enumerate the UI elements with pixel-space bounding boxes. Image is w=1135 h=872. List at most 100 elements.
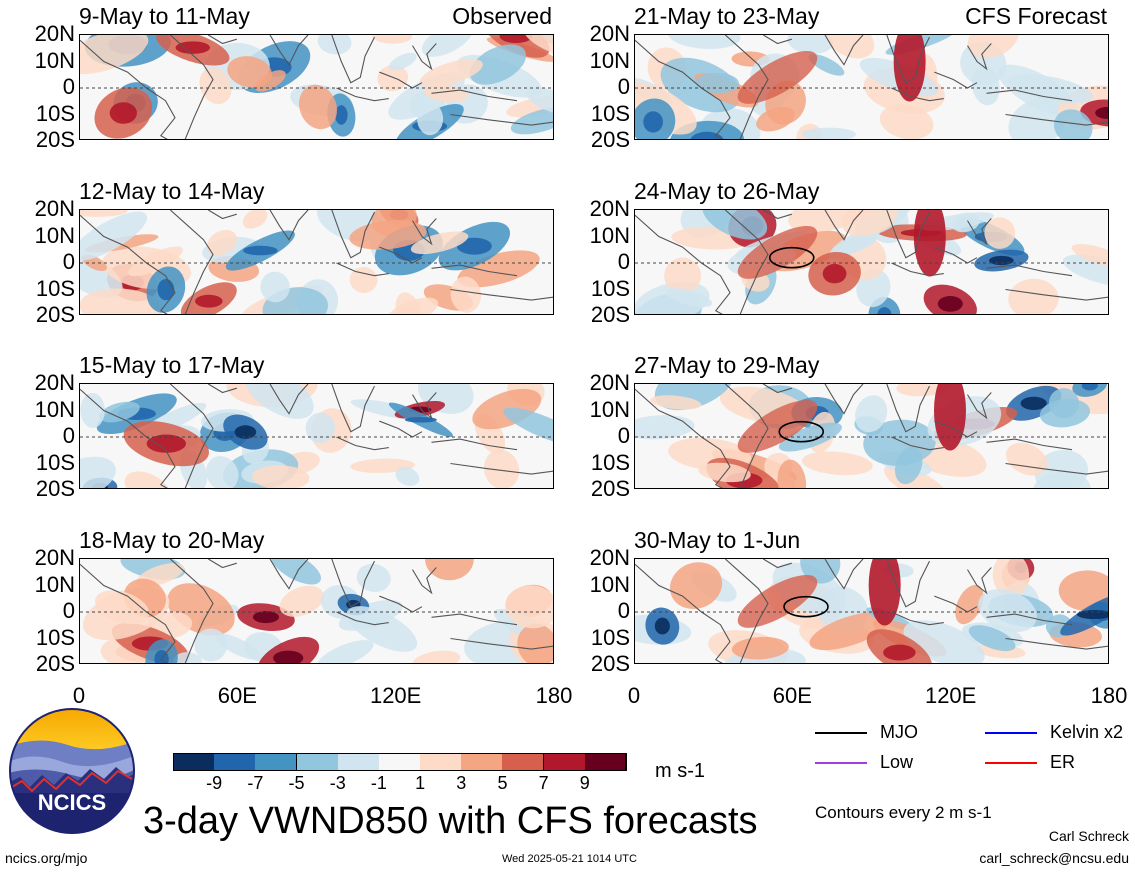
- anomaly-blob: [984, 217, 1016, 249]
- panel-title: 9-May to 11-May: [79, 3, 250, 29]
- legend-line: [985, 732, 1037, 734]
- map-field: [80, 559, 553, 663]
- lon-tick-label: 0: [627, 683, 641, 708]
- lon-tick-label: 180: [1090, 683, 1128, 708]
- colorbar-tick-label: -3: [329, 773, 346, 793]
- lon-tick-label: 120E: [924, 683, 977, 708]
- coastline: [967, 218, 992, 246]
- anomaly-blob: [349, 220, 427, 250]
- lat-tick-label: 0: [617, 423, 630, 448]
- coastline: [934, 420, 978, 438]
- coastline: [886, 210, 930, 259]
- coastline: [891, 262, 944, 277]
- anomaly-blob: [423, 84, 469, 103]
- coastline: [269, 35, 309, 66]
- anomaly-core: [1076, 610, 1108, 620]
- anomaly-blob: [809, 611, 890, 651]
- coastline: [450, 288, 553, 301]
- anomaly-core: [195, 294, 223, 308]
- coastline: [169, 35, 214, 139]
- coastline: [431, 613, 518, 626]
- lat-tick-label: 10N: [589, 222, 630, 248]
- map-field: [80, 35, 553, 139]
- anomaly-core: [937, 295, 963, 312]
- anomaly-blob: [483, 449, 520, 488]
- coastline: [934, 246, 978, 264]
- anomaly-blob: [698, 462, 751, 483]
- coastline: [431, 264, 518, 277]
- coastline: [208, 384, 237, 394]
- lat-tick-label: 20S: [590, 127, 630, 152]
- anomaly-blob: [305, 412, 335, 444]
- colorbar-tick-label: 5: [497, 773, 508, 793]
- anomaly-blob: [412, 650, 461, 663]
- anomaly-blob: [80, 210, 128, 217]
- legend-label: ER: [1050, 752, 1076, 772]
- anomaly-blob: [787, 35, 834, 54]
- coastline: [986, 264, 1073, 277]
- lat-tick-label: 10S: [35, 449, 75, 475]
- coastline: [80, 39, 176, 139]
- anomaly-core: [404, 417, 438, 423]
- contour-note: Contours every 2 m s-1: [815, 803, 992, 822]
- anomaly-core: [252, 611, 280, 624]
- lat-tick-label: 10S: [35, 624, 75, 650]
- coastline: [986, 613, 1073, 626]
- anomaly-blob: [173, 652, 203, 663]
- anomaly-blob: [194, 628, 228, 662]
- anomaly-blob: [955, 584, 984, 625]
- anomaly-blob: [801, 127, 856, 139]
- footer-url: ncics.org/mjo: [5, 850, 88, 866]
- coastline: [269, 384, 309, 415]
- anomaly-blob: [377, 64, 409, 92]
- anomaly-blob: [457, 250, 540, 288]
- coastline: [934, 595, 978, 613]
- lat-tick-label: 20S: [35, 651, 75, 676]
- anomaly-core: [109, 102, 137, 124]
- anomaly-blob: [1054, 109, 1093, 139]
- anomaly-blob: [80, 288, 163, 314]
- anomaly-blob: [635, 415, 695, 440]
- lat-tick-label: 10N: [34, 222, 75, 248]
- coastline: [886, 384, 930, 433]
- coastline: [379, 246, 423, 264]
- anomaly-blob: [245, 384, 314, 419]
- footer-email: carl_schreck@ncsu.edu: [979, 850, 1129, 866]
- lat-tick-label: 0: [62, 74, 75, 99]
- anomaly-blob: [1033, 472, 1091, 488]
- anomaly-blob: [855, 395, 888, 433]
- anomaly-blob: [863, 419, 936, 466]
- coastline: [724, 559, 769, 663]
- anomaly-blob: [664, 257, 702, 294]
- coastline: [412, 392, 437, 420]
- anomaly-blob: [346, 606, 418, 652]
- coastline: [331, 35, 375, 84]
- coastline: [208, 559, 237, 569]
- anomaly-blob: [526, 88, 553, 115]
- anomaly-blob: [80, 35, 149, 75]
- anomaly-blob: [95, 590, 150, 625]
- map-field: [635, 384, 1108, 488]
- anomaly-core: [654, 617, 670, 635]
- lat-tick-label: 10S: [35, 275, 75, 301]
- coastline: [724, 210, 769, 314]
- anomaly-blob: [517, 623, 553, 663]
- coastline: [635, 388, 731, 488]
- lat-tick-label: 20N: [589, 196, 630, 221]
- coastline: [763, 559, 792, 569]
- legend-line: [985, 762, 1037, 764]
- colorbar-tick-label: 3: [456, 773, 467, 793]
- anomaly-blob: [421, 35, 474, 57]
- anomaly-core: [243, 245, 278, 256]
- lat-tick-label: 20N: [589, 370, 630, 395]
- coastline: [763, 384, 792, 394]
- lat-tick-label: 20N: [589, 21, 630, 46]
- anomaly-blob: [80, 392, 105, 429]
- anomaly-core: [643, 111, 663, 133]
- anomaly-blob: [1062, 254, 1108, 287]
- panel-title: 15-May to 17-May: [79, 352, 265, 378]
- map-field: [80, 210, 553, 314]
- mjo-contour: [783, 595, 829, 618]
- anomaly-blob: [967, 35, 1020, 59]
- coastline: [169, 384, 214, 488]
